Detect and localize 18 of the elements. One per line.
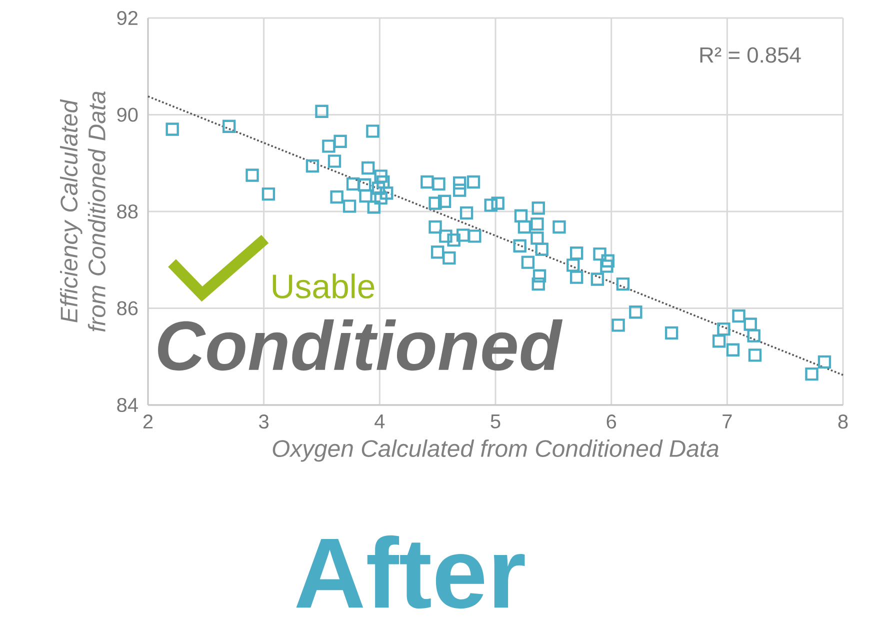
x-tick-label: 5 bbox=[490, 414, 500, 428]
x-axis-title: Oxygen Calculated from Conditioned Data bbox=[272, 439, 719, 462]
x-tick-label: 3 bbox=[259, 414, 268, 429]
annotation: R² = 0.854 bbox=[700, 47, 801, 63]
x-tick-label: 8 bbox=[838, 414, 848, 429]
y-axis-title: Efficiency Calculated from Conditioned Data bbox=[60, 91, 106, 332]
y-tick-label: 92 bbox=[117, 10, 138, 26]
y-tick-label: 90 bbox=[117, 108, 138, 122]
x-tick-label: 4 bbox=[374, 414, 385, 428]
text: After bbox=[296, 535, 525, 609]
y-tick-label: 84 bbox=[117, 398, 138, 412]
annotation: Usable bbox=[272, 274, 374, 298]
y-tick-label: 86 bbox=[117, 301, 138, 316]
x-tick-label: 7 bbox=[722, 414, 732, 428]
x-tick-label: 6 bbox=[606, 414, 616, 429]
x-tick-label: 2 bbox=[143, 414, 153, 428]
annotation: Conditioned bbox=[158, 319, 563, 371]
y-tick-label: 88 bbox=[117, 204, 138, 219]
